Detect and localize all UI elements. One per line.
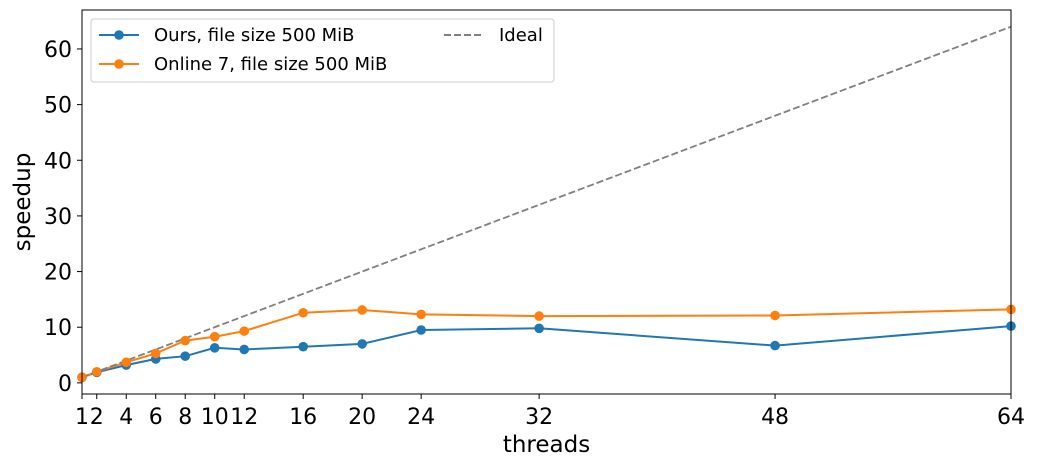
x-tick-label-12: 12 <box>230 405 258 430</box>
x-tick-label-24: 24 <box>407 405 435 430</box>
x-axis-label: threads <box>503 432 590 458</box>
x-tick-label-32: 32 <box>525 405 553 430</box>
data-point-ours-file-size-500-mib-24 <box>416 325 426 335</box>
legend: Ours, file size 500 MiB Online 7, file s… <box>90 18 555 83</box>
series-line-ideal <box>81 25 1012 379</box>
data-point-online-7-file-size-500-mib-48 <box>770 310 780 321</box>
data-point-online-7-file-size-500-mib-16 <box>298 307 308 318</box>
data-point-ours-file-size-500-mib-12 <box>239 344 250 355</box>
series-line-online-7-file-size-500-mib <box>81 308 1012 379</box>
data-point-online-7-file-size-500-mib-10 <box>209 331 220 342</box>
y-tick-label-0: 0 <box>58 372 72 397</box>
x-tick-label-64: 64 <box>997 405 1025 430</box>
series-line-ours-file-size-500-mib <box>81 325 1012 379</box>
x-tick-label-4: 4 <box>119 405 133 430</box>
y-tick-label-50: 50 <box>44 94 72 119</box>
legend-entry-ours: Ours, file size 500 MiB <box>99 25 355 46</box>
data-point-ours-file-size-500-mib-20 <box>357 339 367 349</box>
x-tick-label-2: 2 <box>90 405 104 430</box>
y-tick-label-30: 30 <box>44 205 72 230</box>
data-point-online-7-file-size-500-mib-8 <box>180 335 191 346</box>
legend-label-ours: Ours, file size 500 MiB <box>154 25 355 46</box>
legend-entry-ideal: Ideal <box>444 25 543 46</box>
x-axis-ticks: 1 2 4 6 8 10 12 16 20 24 32 48 64 <box>75 394 1025 430</box>
legend-marker-ours <box>114 30 124 40</box>
data-point-online-7-file-size-500-mib-24 <box>416 309 426 320</box>
x-tick-label-6: 6 <box>149 405 163 430</box>
data-point-online-7-file-size-500-mib-6 <box>150 348 161 359</box>
data-point-online-7-file-size-500-mib-12 <box>239 326 250 336</box>
x-tick-label-1: 1 <box>75 405 89 430</box>
data-point-ours-file-size-500-mib-32 <box>534 323 544 334</box>
legend-marker-online7 <box>114 59 124 69</box>
data-point-online-7-file-size-500-mib-32 <box>534 311 544 321</box>
x-tick-label-10: 10 <box>201 405 229 430</box>
data-point-online-7-file-size-500-mib-2 <box>91 366 102 377</box>
legend-label-online7: Online 7, file size 500 MiB <box>154 54 387 75</box>
y-tick-label-40: 40 <box>44 149 72 174</box>
y-tick-label-60: 60 <box>44 38 72 63</box>
data-point-online-7-file-size-500-mib-4 <box>121 357 132 368</box>
y-tick-label-10: 10 <box>44 316 72 341</box>
plot-frame <box>81 9 1012 395</box>
x-tick-label-48: 48 <box>761 405 789 430</box>
legend-box <box>90 18 555 83</box>
data-point-ours-file-size-500-mib-10 <box>209 343 220 353</box>
data-point-ours-file-size-500-mib-8 <box>180 351 191 361</box>
y-tick-label-20: 20 <box>44 261 72 286</box>
data-point-ours-file-size-500-mib-16 <box>298 341 308 352</box>
x-tick-label-20: 20 <box>348 405 376 430</box>
x-tick-label-8: 8 <box>178 405 192 430</box>
y-axis-label: speedup <box>10 153 36 252</box>
legend-label-ideal: Ideal <box>499 25 543 46</box>
y-axis-ticks: 0 10 20 30 40 50 60 <box>44 38 82 397</box>
data-point-ours-file-size-500-mib-48 <box>770 340 780 351</box>
data-point-online-7-file-size-500-mib-20 <box>357 305 367 315</box>
x-tick-label-16: 16 <box>289 405 317 430</box>
legend-entry-online7: Online 7, file size 500 MiB <box>99 54 387 75</box>
